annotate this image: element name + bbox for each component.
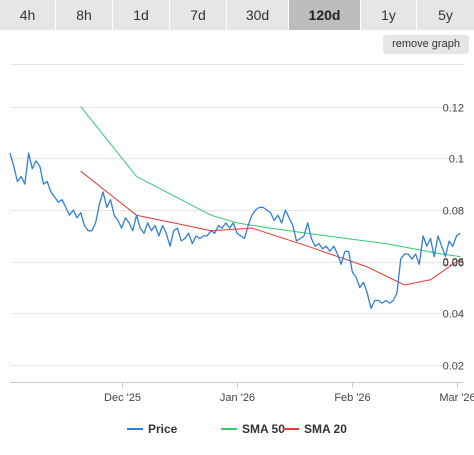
series-line-sma-50 — [80, 106, 461, 258]
tab-1y[interactable]: 1y — [361, 0, 417, 30]
y-axis-labels: 0.02 0.04 0.06 0.08 0.1 0.12 — [443, 103, 464, 373]
legend-label: SMA 20 — [304, 422, 347, 436]
x-tick-label: Feb '26 — [334, 392, 370, 404]
chart-legend: Price SMA 50 SMA 20 — [127, 422, 347, 436]
y-tick-label: 0.1 — [449, 154, 464, 166]
y-tick-label: 0.04 — [443, 309, 464, 321]
time-range-tabs: 4h 8h 1d 7d 30d 120d 1y 5y — [0, 0, 474, 30]
tab-7d[interactable]: 7d — [170, 0, 227, 30]
x-tick-label: Dec '25 — [104, 392, 141, 404]
tab-8h[interactable]: 8h — [56, 0, 113, 30]
tab-4h[interactable]: 4h — [0, 0, 56, 30]
remove-graph-button[interactable]: remove graph — [383, 35, 469, 54]
series-lines — [9, 106, 461, 309]
last-value-label: 0.06 — [443, 257, 464, 269]
grid-lines — [10, 64, 464, 366]
tab-5y[interactable]: 5y — [417, 0, 474, 30]
y-tick-label: 0.12 — [443, 103, 464, 115]
x-tick-label: Mar '26 — [439, 392, 474, 404]
tab-1d[interactable]: 1d — [113, 0, 170, 30]
overlay: 0.06 — [443, 257, 464, 269]
x-tick-label: Jan '26 — [220, 392, 255, 404]
x-axis: Dec '25 Jan '26 Feb '26 Mar '26 — [10, 382, 474, 404]
legend-label: Price — [148, 422, 178, 436]
legend-label: SMA 50 — [242, 422, 285, 436]
series-line-sma-20 — [80, 170, 461, 286]
tab-30d[interactable]: 30d — [227, 0, 289, 30]
y-tick-label: 0.02 — [443, 361, 464, 373]
y-tick-label: 0.08 — [443, 206, 464, 218]
series-line-price — [9, 152, 461, 309]
tab-120d[interactable]: 120d — [289, 0, 361, 30]
